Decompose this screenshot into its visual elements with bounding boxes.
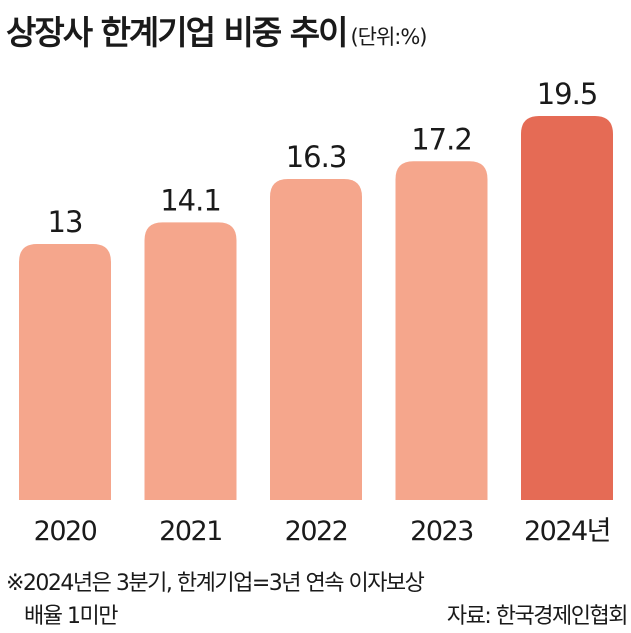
bar-2024년 [521, 116, 613, 500]
value-label-2021: 14.1 [160, 183, 221, 217]
category-label-2022: 2022 [285, 516, 348, 547]
chart-title: 상장사 한계기업 비중 추이 [6, 13, 348, 52]
value-label-2022: 16.3 [286, 140, 347, 174]
value-label-2020: 13 [48, 205, 83, 239]
category-label-2023: 2023 [410, 516, 473, 547]
title-row: 상장사 한계기업 비중 추이 (단위:%) [6, 6, 428, 54]
bar-chart: 13 2020 14.1 2021 16.3 2022 17.2 2023 19.5 2024년 [19, 77, 613, 547]
bar-2021 [144, 222, 237, 501]
value-label-2023: 17.2 [411, 122, 472, 156]
value-label-2024년: 19.5 [537, 77, 598, 111]
bar-2023 [395, 161, 488, 501]
unit-label: (단위:%) [350, 25, 427, 49]
footnote-line-2: 배율 1미만 [24, 604, 118, 629]
category-label-2021: 2021 [159, 516, 222, 547]
source-label: 자료: 한국경제인협회 [446, 604, 629, 629]
category-label-2020: 2020 [34, 516, 97, 547]
footnote-line-1: ※2024년은 3분기, 한계기업=3년 연속 이자보상 [6, 571, 425, 596]
bar-2022 [270, 179, 362, 500]
category-label-2024년: 2024년 [524, 516, 610, 547]
bar-2020 [19, 244, 111, 500]
